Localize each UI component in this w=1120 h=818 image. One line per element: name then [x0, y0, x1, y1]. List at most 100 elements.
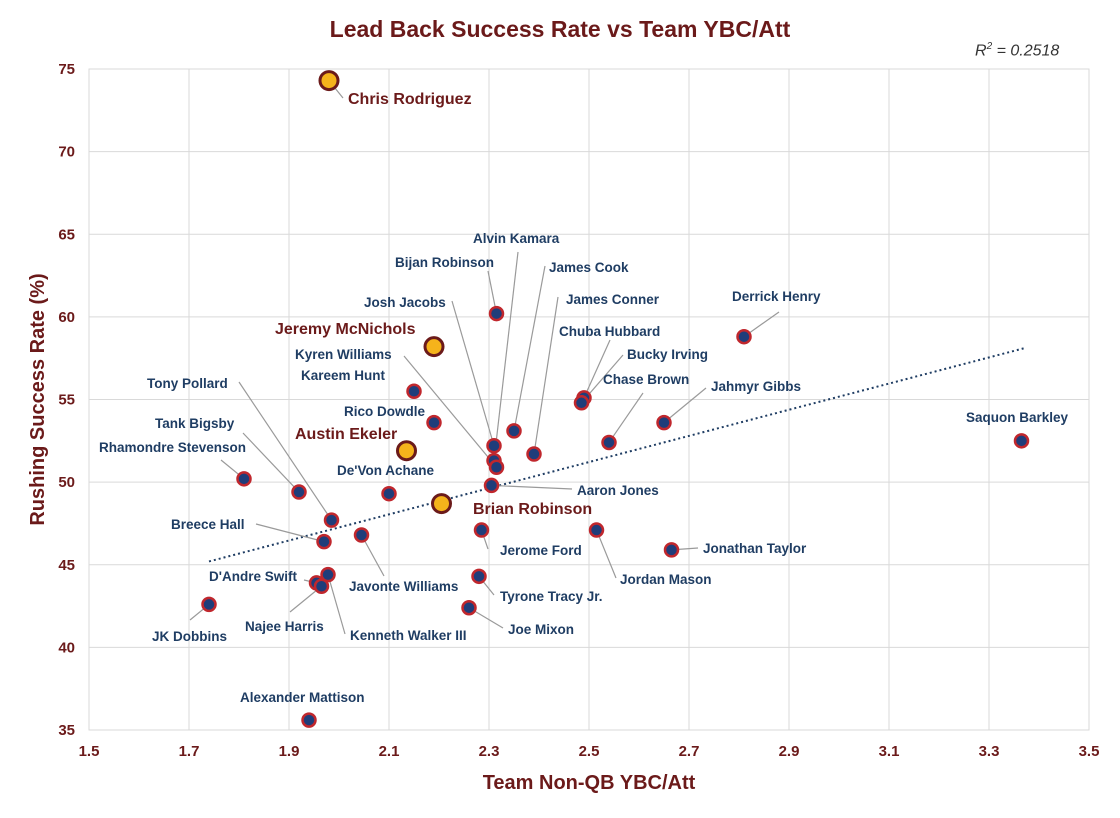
leader-line: [403, 355, 497, 468]
data-point: [426, 414, 442, 431]
data-point-highlight: [423, 336, 445, 358]
data-point: [471, 568, 487, 585]
leader-line: [451, 300, 495, 446]
point-label: Tyrone Tracy Jr.: [500, 589, 603, 604]
leader-line: [583, 339, 611, 399]
y-tick-label: 35: [58, 722, 75, 739]
data-point-highlight: [318, 70, 340, 92]
point-label: Bijan Robinson: [395, 255, 494, 270]
leader-line: [595, 529, 617, 579]
x-tick-label: 2.3: [479, 743, 500, 760]
data-point: [656, 414, 672, 431]
point-label: Javonte Williams: [349, 579, 458, 594]
point-label: Brian Robinson: [473, 501, 592, 518]
data-point: [353, 527, 370, 543]
point-label: Jeremy McNichols: [275, 321, 416, 338]
data-point: [573, 395, 590, 411]
y-tick-label: 65: [58, 226, 75, 243]
x-tick-label: 1.7: [179, 743, 200, 760]
leader-line: [493, 251, 519, 461]
point-label: Najee Harris: [245, 619, 324, 634]
x-tick-label: 2.1: [379, 743, 400, 760]
point-label: Jerome Ford: [500, 543, 582, 558]
point-label: JK Dobbins: [152, 629, 227, 644]
x-tick-label: 3.5: [1079, 743, 1100, 760]
y-tick-label: 75: [58, 61, 75, 78]
y-tick-label: 70: [58, 144, 75, 161]
leader-line: [360, 534, 385, 577]
y-tick-label: 40: [58, 639, 75, 656]
data-point: [313, 578, 330, 594]
data-point: [736, 328, 752, 345]
x-tick-label: 3.1: [879, 743, 900, 760]
x-tick-label: 3.3: [979, 743, 1000, 760]
point-label: Kenneth Walker III: [350, 628, 467, 643]
x-tick-label: 2.7: [679, 743, 700, 760]
point-label: Jordan Mason: [620, 572, 712, 587]
point-label: James Conner: [566, 292, 660, 307]
point-label: Bucky Irving: [627, 347, 708, 362]
x-axis-title: Team Non-QB YBC/Att: [483, 772, 696, 794]
point-label: Rhamondre Stevenson: [99, 440, 246, 455]
point-label: Austin Ekeler: [295, 426, 397, 443]
point-label: Kareem Hunt: [301, 368, 386, 383]
data-point: [461, 599, 477, 616]
point-label: Tank Bigsby: [155, 416, 235, 431]
y-tick-label: 45: [58, 557, 75, 574]
leader-line: [327, 574, 346, 635]
point-label: James Cook: [549, 260, 629, 275]
data-point: [526, 446, 542, 462]
leader-line: [663, 387, 707, 424]
leader-line: [491, 484, 573, 490]
x-tick-label: 2.9: [779, 743, 800, 760]
data-point: [316, 533, 332, 550]
point-label: Breece Hall: [171, 517, 245, 532]
trendline: [208, 347, 1025, 563]
data-point: [486, 438, 502, 454]
r-squared-symbol: R: [975, 42, 987, 60]
data-point-highlight: [396, 440, 417, 462]
data-point: [663, 542, 680, 558]
data-point: [488, 459, 505, 476]
point-label: Derrick Henry: [732, 289, 821, 304]
point-label: Kyren Williams: [295, 347, 392, 362]
data-point: [1013, 433, 1030, 449]
point-label: Alvin Kamara: [473, 231, 560, 246]
data-point: [473, 522, 490, 538]
point-label: Jonathan Taylor: [703, 541, 807, 556]
leader-line: [513, 265, 546, 432]
data-point: [320, 566, 336, 583]
leader-line: [242, 432, 300, 493]
point-label: Chase Brown: [603, 372, 689, 387]
r-squared-exponent: 2: [986, 41, 993, 52]
point-label: Josh Jacobs: [364, 295, 446, 310]
point-label: D'Andre Swift: [209, 569, 297, 584]
y-tick-label: 50: [58, 474, 75, 491]
x-tick-label: 1.9: [279, 743, 300, 760]
data-point: [406, 383, 422, 399]
r-squared-value: = 0.2518: [992, 42, 1060, 60]
leader-line: [533, 296, 559, 455]
point-label: Tony Pollard: [147, 376, 228, 391]
point-label: Alexander Mattison: [240, 690, 365, 705]
leader-line: [255, 523, 325, 543]
leader-line: [608, 392, 644, 443]
r-squared-label: R2 = 0.2518: [975, 41, 1059, 60]
point-label: Saquon Barkley: [966, 410, 1069, 425]
data-point: [506, 423, 522, 439]
data-point: [381, 485, 397, 502]
data-point: [201, 596, 217, 613]
y-tick-label: 60: [58, 309, 75, 326]
x-tick-label: 2.5: [579, 743, 600, 760]
data-point: [483, 477, 500, 494]
data-point-highlight: [431, 493, 452, 515]
point-label: Chuba Hubbard: [559, 324, 660, 339]
point-label: Chris Rodriguez: [348, 91, 472, 108]
x-tick-label: 1.5: [79, 743, 100, 760]
point-label: Rico Dowdle: [344, 404, 425, 419]
chart-title: Lead Back Success Rate vs Team YBC/Att: [329, 16, 791, 42]
leader-line: [238, 381, 332, 521]
point-label: Jahmyr Gibbs: [711, 379, 801, 394]
